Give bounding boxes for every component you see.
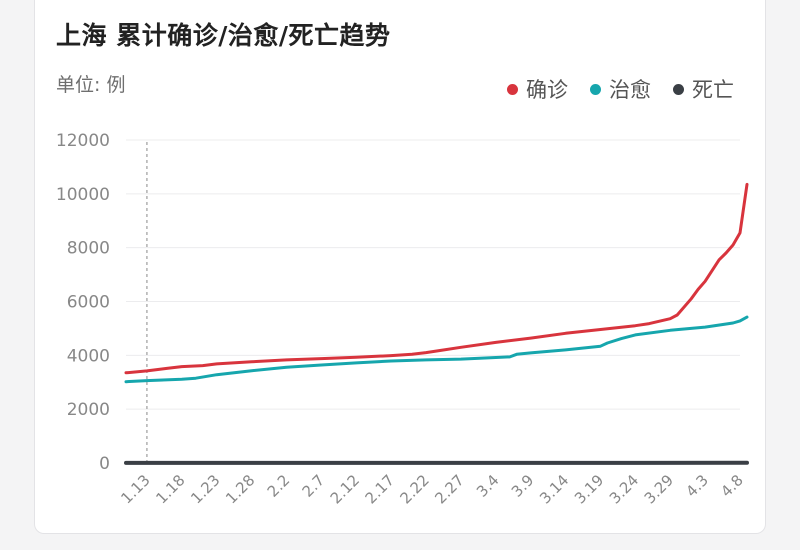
x-tick-label: 3.19 <box>571 471 607 507</box>
legend-item-cured[interactable]: 治愈 <box>590 74 651 104</box>
x-tick-label: 2.2 <box>264 471 294 501</box>
x-tick-label: 2.27 <box>431 471 467 507</box>
x-tick-label: 2.22 <box>397 471 433 507</box>
chart-title: 上海 累计确诊/治愈/死亡趋势 <box>56 21 391 50</box>
x-tick-label: 4.3 <box>682 471 712 501</box>
x-tick-label: 3.24 <box>606 471 642 507</box>
x-tick-label: 1.28 <box>222 471 258 507</box>
unit-label: 单位: 例 <box>56 74 126 96</box>
legend-dot-cured <box>590 83 601 95</box>
series-line-confirmed <box>124 182 749 375</box>
legend-dot-dead <box>673 83 684 95</box>
y-tick-label: 8000 <box>67 239 110 259</box>
series-line-cured <box>124 315 749 384</box>
y-tick-label: 0 <box>99 454 110 474</box>
y-tick-label: 2000 <box>67 400 110 420</box>
legend-label-confirmed: 确诊 <box>526 78 568 102</box>
legend-label-cured: 治愈 <box>609 78 651 102</box>
legend-dot-confirmed <box>507 83 518 95</box>
legend-item-confirmed[interactable]: 确诊 <box>507 74 568 104</box>
legend-item-dead[interactable]: 死亡 <box>673 74 734 104</box>
legend: 确诊 治愈 死亡 <box>507 74 734 104</box>
x-tick-label: 2.7 <box>299 471 329 501</box>
y-tick-label: 10000 <box>56 185 110 205</box>
x-tick-label: 3.4 <box>473 471 503 501</box>
x-tick-label: 1.13 <box>117 471 153 507</box>
legend-label-dead: 死亡 <box>692 78 734 102</box>
x-tick-label: 4.8 <box>717 471 747 501</box>
x-tick-label: 2.17 <box>362 471 398 507</box>
x-tick-label: 2.12 <box>327 471 363 507</box>
x-tick-label: 3.9 <box>508 471 538 501</box>
x-tick-label: 3.14 <box>536 471 572 507</box>
y-tick-label: 6000 <box>67 293 110 313</box>
x-tick-label: 1.18 <box>152 471 188 507</box>
y-tick-label: 4000 <box>67 346 110 366</box>
x-tick-label: 1.23 <box>187 471 223 507</box>
x-tick-label: 3.29 <box>641 471 677 507</box>
y-tick-label: 12000 <box>56 131 110 151</box>
chart-card <box>34 0 766 534</box>
